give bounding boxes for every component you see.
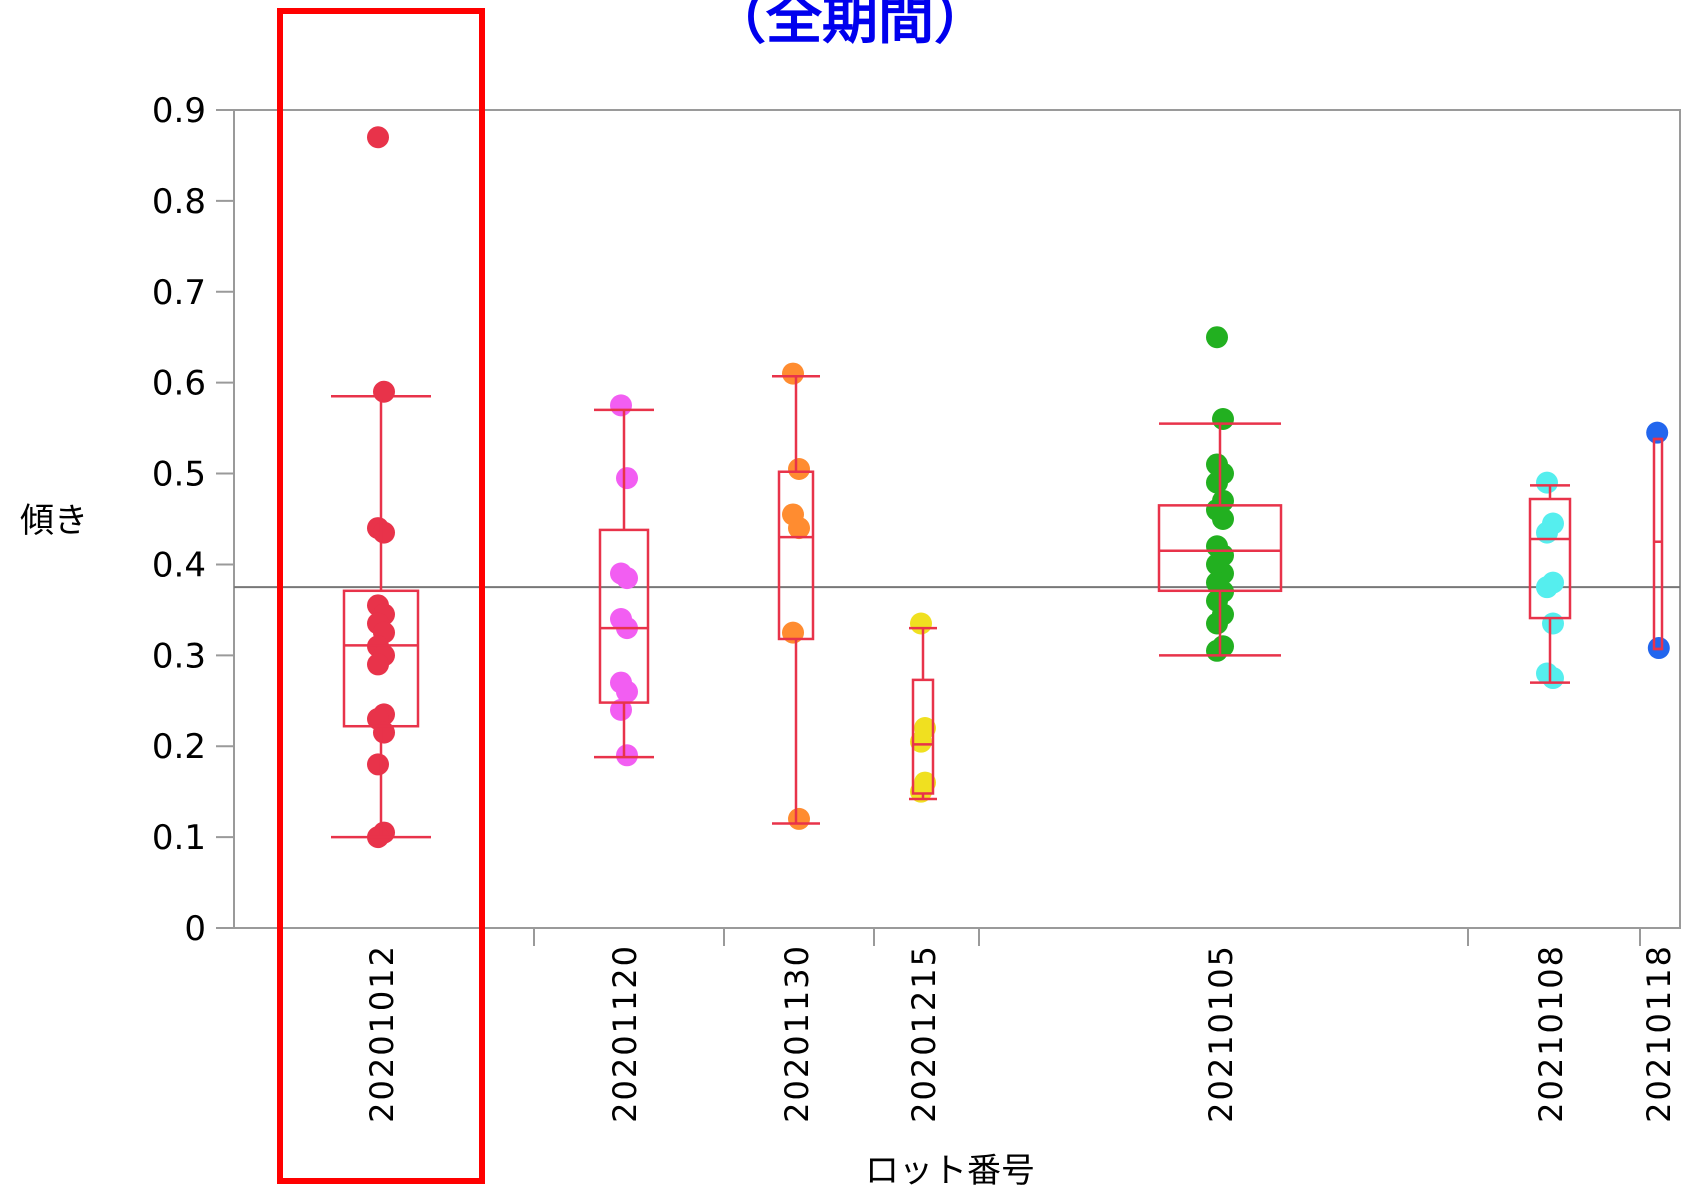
x-tick-label: 20201215 <box>905 944 943 1123</box>
y-tick-label: 0.9 <box>152 91 206 131</box>
data-point <box>1206 612 1228 635</box>
x-tick-label: 20210105 <box>1202 944 1240 1123</box>
x-tick-label: 20210118 <box>1640 944 1678 1123</box>
box <box>1652 437 1664 651</box>
data-point <box>782 362 804 385</box>
data-point <box>373 380 395 403</box>
data-point <box>788 458 810 481</box>
y-tick-label: 0.2 <box>152 727 206 767</box>
y-tick-label: 0.4 <box>152 545 206 585</box>
data-point <box>367 126 389 149</box>
data-point <box>782 621 804 644</box>
box <box>1157 504 1283 593</box>
data-point <box>910 612 932 635</box>
data-point <box>1212 408 1234 431</box>
chart-title: （全期間） <box>710 0 990 52</box>
box <box>777 470 815 641</box>
data-point <box>1206 326 1228 349</box>
data-point <box>788 807 810 830</box>
plot-area <box>233 109 1681 929</box>
data-point <box>616 744 638 767</box>
data-point <box>788 517 810 540</box>
data-point <box>616 567 638 590</box>
x-tick-label: 20201120 <box>606 944 644 1123</box>
data-point <box>610 698 632 721</box>
x-axis-label: ロット番号 <box>865 1151 1035 1189</box>
data-point <box>1536 521 1558 544</box>
data-point <box>1542 667 1564 690</box>
box <box>598 528 650 704</box>
y-tick-label: 0.8 <box>152 182 206 222</box>
data-point <box>616 680 638 703</box>
y-tick-label: 0.7 <box>152 273 206 313</box>
data-point <box>1536 576 1558 599</box>
highlight-frame <box>277 8 485 1184</box>
x-tick-label: 20201130 <box>778 944 816 1123</box>
category-group-20201215 <box>909 612 937 803</box>
data-point <box>373 721 395 744</box>
data-point <box>373 521 395 544</box>
y-tick-label: 0.5 <box>152 455 206 495</box>
y-tick-label: 0.3 <box>152 636 206 676</box>
data-point <box>1536 471 1558 494</box>
y-tick-label: 0.6 <box>152 364 206 404</box>
category-group-20201120 <box>594 394 654 767</box>
data-point <box>616 467 638 490</box>
y-tick-label: 0 <box>184 909 206 949</box>
data-point <box>910 780 932 803</box>
data-point <box>1206 639 1228 662</box>
data-point <box>610 394 632 417</box>
y-tick-label: 0.1 <box>152 818 206 858</box>
y-axis: 0 0.1 0.2 0.3 0.4 0.5 0.6 0.7 0.8 0.9 <box>152 91 234 949</box>
category-group-20210105 <box>1157 326 1283 662</box>
data-point <box>1542 612 1564 635</box>
data-point <box>1206 471 1228 494</box>
data-point <box>1212 508 1234 530</box>
category-group-20201012 <box>331 126 431 849</box>
category-group-20210108 <box>1528 471 1572 690</box>
x-axis: 20201012 20201120 20201130 20201215 20210105… <box>363 928 1678 1123</box>
category-group-20201130 <box>772 362 820 830</box>
box-plots <box>331 126 1670 849</box>
box <box>342 589 420 728</box>
data-point <box>910 730 932 753</box>
box <box>911 678 935 795</box>
box <box>1528 497 1572 620</box>
x-tick-label: 20201012 <box>363 944 401 1123</box>
y-axis-label: 傾き <box>20 501 88 541</box>
data-point <box>367 653 389 676</box>
x-tick-label: 20210108 <box>1532 944 1570 1123</box>
data-point <box>1646 421 1669 444</box>
data-point <box>367 753 389 776</box>
category-group-20210118 <box>1646 421 1670 660</box>
